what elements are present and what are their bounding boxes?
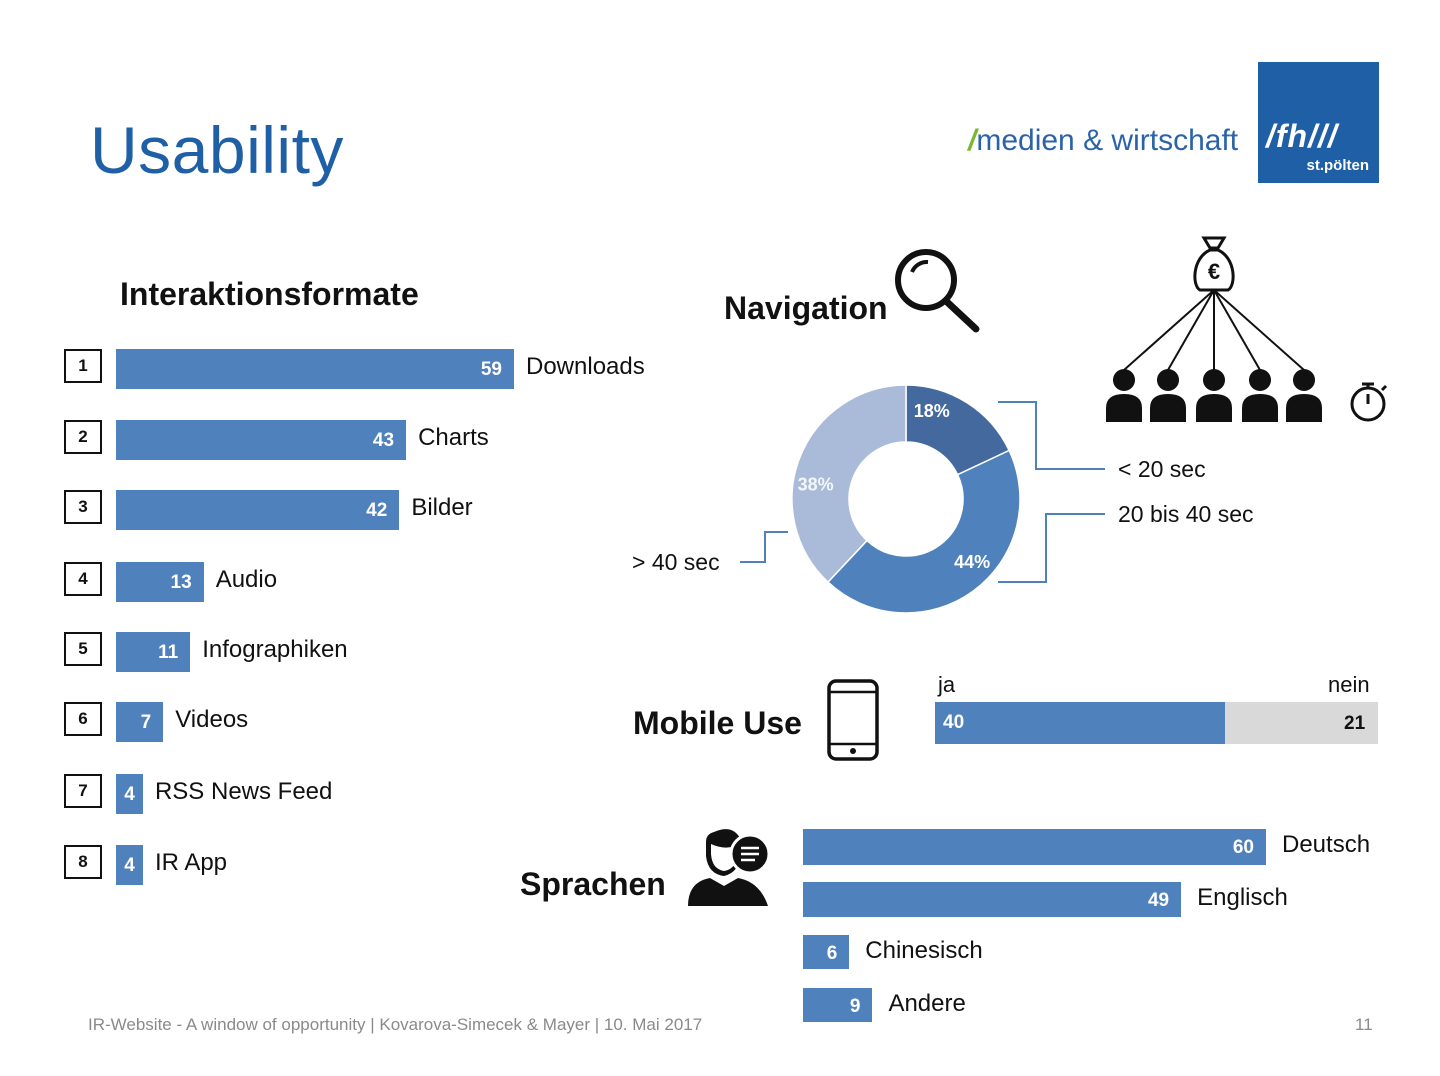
speaker-icon <box>688 829 771 906</box>
logo-department-text: medien & wirtschaft <box>976 124 1239 157</box>
sprachen-heading: Sprachen <box>520 866 666 902</box>
rank-box: 2 <box>64 420 102 454</box>
donut-label-20-40: 20 bis 40 sec <box>1118 501 1254 527</box>
rank-box: 3 <box>64 490 102 524</box>
logo-department: /medien & wirtschaft <box>968 124 1238 158</box>
mobile-value-no: 21 <box>1344 713 1366 734</box>
bar-charts <box>116 420 407 460</box>
bar-category-label: Bilder <box>411 494 473 521</box>
footer-text: IR-Website - A window of opportunity | K… <box>88 1015 703 1034</box>
bar-ir-app <box>116 845 143 885</box>
bar-rss-news-feed <box>116 774 143 814</box>
interaktion-chart: 1 59 Downloads 2 43 Charts 3 42 Bilder 4 13 Audio 5 1… <box>0 0 700 1000</box>
bar-category-label: Audio <box>215 566 278 593</box>
bar-value: 59 <box>480 359 502 380</box>
bar-category-label: Infographiken <box>202 636 348 663</box>
sprachen-bar-andere <box>803 988 873 1022</box>
bar-category-label: Andere <box>888 990 966 1017</box>
smartphone-icon <box>827 679 879 761</box>
mobile-label-no: nein <box>1328 672 1370 697</box>
navigation-heading: Navigation <box>724 290 888 326</box>
rank-box: 5 <box>64 632 102 666</box>
donut-percent-label: 18% <box>914 401 950 421</box>
logo-fh-text: /fh/// <box>1266 118 1338 154</box>
people-icon <box>1106 369 1322 422</box>
rank-box: 4 <box>64 562 102 596</box>
bar-audio <box>116 562 204 602</box>
donut-slice <box>791 384 907 584</box>
bar-downloads <box>116 349 514 389</box>
logo-fh: /fh/// st.pölten <box>1258 62 1379 183</box>
donut-label-gt40: > 40 sec <box>632 549 720 575</box>
rank-box: 6 <box>64 702 102 736</box>
mobile-heading: Mobile Use <box>633 705 802 741</box>
bar-category-label: RSS News Feed <box>154 778 333 805</box>
bar-category-label: IR App <box>154 849 228 876</box>
navigation-donut-chart: 18% 44% 38% <box>740 384 1105 614</box>
rank-box: 1 <box>64 349 102 383</box>
bar-category-label: Downloads <box>526 353 645 380</box>
mobile-label-yes: ja <box>938 672 956 697</box>
bar-value: 7 <box>140 712 152 733</box>
logo-location: st.pölten <box>1306 157 1370 174</box>
donut-label-lt20: < 20 sec <box>1118 456 1206 482</box>
bar-value: 4 <box>124 784 135 805</box>
donut-slice <box>826 449 1021 614</box>
bar-value: 11 <box>158 642 179 663</box>
mobile-bar-yes <box>935 702 1226 744</box>
magnifier-icon <box>895 249 980 333</box>
page-title: Usability <box>90 113 344 187</box>
people-network: € <box>1106 236 1388 422</box>
bar-videos <box>116 702 164 742</box>
mobile-value-yes: 40 <box>943 712 965 733</box>
donut-percent-label: 44% <box>954 552 990 572</box>
sprachen-bar-chinesisch <box>803 935 850 969</box>
page-number: 11 <box>1355 1015 1373 1034</box>
mobile-bar-no <box>1225 702 1378 744</box>
bar-infographiken <box>116 632 191 672</box>
bar-value: 43 <box>372 430 395 451</box>
bar-bilder <box>116 490 400 530</box>
sprachen-bar-deutsch <box>803 829 1266 865</box>
bar-category-label: Videos <box>175 706 249 733</box>
bar-value: 42 <box>366 500 388 521</box>
interaktion-heading: Interaktionsformate <box>120 276 419 312</box>
money-bag-icon: € <box>1193 236 1235 292</box>
bar-value: 13 <box>170 572 192 593</box>
bar-category-label: Chinesisch <box>865 937 983 964</box>
bar-category-label: Englisch <box>1197 884 1288 911</box>
donut-percent-label: 38% <box>798 475 834 495</box>
logo-slash: / <box>968 124 977 157</box>
bar-value: 4 <box>124 855 135 876</box>
bar-value: 9 <box>849 996 861 1017</box>
rank-box: 8 <box>64 845 102 879</box>
svg-text:€: € <box>1208 259 1220 284</box>
network-lines <box>1123 289 1305 371</box>
rank-box: 7 <box>64 774 102 808</box>
stopwatch-icon <box>1350 382 1388 422</box>
bar-value: 6 <box>826 943 838 964</box>
bar-value: 60 <box>1232 837 1254 858</box>
bar-category-label: Charts <box>418 424 489 451</box>
sprachen-bar-englisch <box>803 882 1182 917</box>
bar-category-label: Deutsch <box>1282 831 1371 858</box>
mobile-stacked-bar: 40 21 <box>935 702 1378 744</box>
donut-leader-lines <box>740 401 1105 583</box>
bar-value: 49 <box>1147 890 1170 911</box>
